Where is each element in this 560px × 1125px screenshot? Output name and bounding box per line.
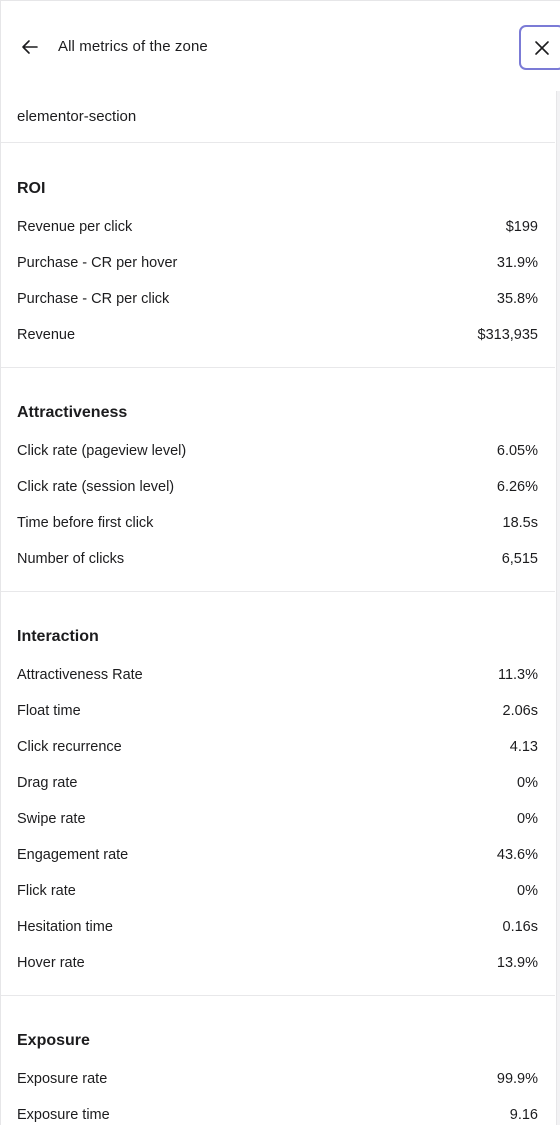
scrollbar[interactable] <box>556 91 560 1125</box>
metric-label: Engagement rate <box>17 847 129 863</box>
metric-label: Number of clicks <box>17 551 125 567</box>
metric-label: Time before first click <box>17 515 154 531</box>
metric-label: Hover rate <box>17 955 85 971</box>
close-icon <box>535 40 549 55</box>
metric-value: 6.26% <box>496 479 538 495</box>
metric-row: Flick rate 0% <box>1 873 555 909</box>
metric-label: Click recurrence <box>17 739 122 755</box>
metric-value: $313,935 <box>477 327 538 343</box>
metric-value: 0% <box>517 775 538 791</box>
metric-label: Revenue <box>17 327 76 343</box>
metric-label: Purchase - CR per click <box>17 291 170 307</box>
metrics-section-attractiveness: Attractiveness Click rate (pageview level… <box>1 368 555 592</box>
metric-value: 0% <box>517 811 538 827</box>
metric-row: Exposure rate 99.9% <box>1 1061 555 1097</box>
metric-label: Hesitation time <box>17 919 113 935</box>
metric-row: Swipe rate 0% <box>1 801 555 837</box>
metric-value: 31.9% <box>496 255 538 271</box>
metric-value: 2.06s <box>502 703 538 719</box>
metric-value: 18.5s <box>502 515 538 531</box>
metric-row: Exposure time 9.16 <box>1 1097 555 1125</box>
metric-label: Click rate (session level) <box>17 479 175 495</box>
metric-row: Time before first click 18.5s <box>1 505 555 541</box>
metric-label: Flick rate <box>17 883 76 899</box>
metrics-section-exposure: Exposure Exposure rate 99.9% Exposure time 9… <box>1 996 555 1125</box>
metric-value: 9.16 <box>509 1107 538 1123</box>
metric-row: Purchase - CR per hover 31.9% <box>1 245 555 281</box>
metric-label: Purchase - CR per hover <box>17 255 178 271</box>
metric-row: Drag rate 0% <box>1 765 555 801</box>
metric-value: 4.13 <box>509 739 538 755</box>
metric-row: Click rate (session level) 6.26% <box>1 469 555 505</box>
metric-row: Engagement rate 43.6% <box>1 837 555 873</box>
metric-row: Purchase - CR per click 35.8% <box>1 281 555 317</box>
metric-value: 99.9% <box>496 1071 538 1087</box>
panel-header: All metrics of the zone <box>1 1 560 91</box>
metric-label: Swipe rate <box>17 811 86 827</box>
zone-name-row: elementor-section <box>1 91 555 143</box>
metric-row: Revenue $313,935 <box>1 317 555 353</box>
metric-value: 35.8% <box>496 291 538 307</box>
metric-value: 0% <box>517 883 538 899</box>
back-button[interactable] <box>19 36 41 58</box>
metric-row: Hesitation time 0.16s <box>1 909 555 945</box>
metric-value: 13.9% <box>496 955 538 971</box>
metric-row: Attractiveness Rate 11.3% <box>1 657 555 693</box>
arrow-left-icon <box>22 40 38 54</box>
metric-value: 6.05% <box>496 443 538 459</box>
metric-value: 11.3% <box>497 667 538 683</box>
metrics-section-roi: ROI Revenue per click $199 Purchase - CR pe… <box>1 144 555 368</box>
metric-row: Float time 2.06s <box>1 693 555 729</box>
metric-value: 0.16s <box>502 919 538 935</box>
zone-name: elementor-section <box>17 108 137 125</box>
metric-label: Revenue per click <box>17 219 133 235</box>
close-button[interactable] <box>519 25 560 70</box>
metrics-section-interaction: Interaction Attractiveness Rate 11.3% Float… <box>1 592 555 996</box>
section-title: Exposure <box>17 1032 90 1049</box>
section-title: ROI <box>17 180 46 197</box>
metric-value: 43.6% <box>496 847 538 863</box>
metric-row: Number of clicks 6,515 <box>1 541 555 577</box>
section-title: Interaction <box>17 628 99 645</box>
metrics-sections: ROI Revenue per click $199 Purchase - CR pe… <box>1 144 555 1125</box>
metric-label: Drag rate <box>17 775 78 791</box>
metric-label: Click rate (pageview level) <box>17 443 187 459</box>
metric-row: Hover rate 13.9% <box>1 945 555 981</box>
metric-value: $199 <box>505 219 538 235</box>
metric-row: Click recurrence 4.13 <box>1 729 555 765</box>
metric-label: Attractiveness Rate <box>17 667 143 683</box>
metric-row: Click rate (pageview level) 6.05% <box>1 433 555 469</box>
metric-label: Float time <box>17 703 81 719</box>
section-title: Attractiveness <box>17 404 128 421</box>
metric-label: Exposure time <box>17 1107 110 1123</box>
metric-row: Revenue per click $199 <box>1 209 555 245</box>
metric-label: Exposure rate <box>17 1071 108 1087</box>
metric-value: 6,515 <box>501 551 538 567</box>
page-title: All metrics of the zone <box>58 38 208 55</box>
